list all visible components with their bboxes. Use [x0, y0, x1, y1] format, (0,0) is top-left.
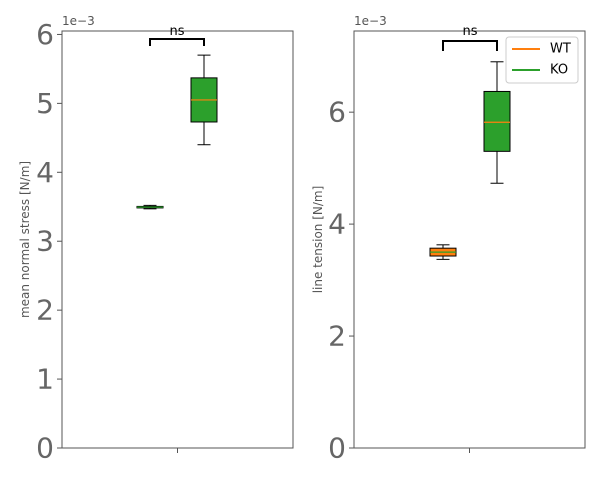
box-ko: [483, 61, 511, 184]
y-tick-label: 0: [328, 432, 346, 465]
y-axis-label: line tension [N/m]: [311, 186, 325, 294]
significance-label: ns: [462, 24, 477, 39]
y-tick-label: 3: [36, 225, 54, 258]
offset-exponent-label: 1e−3: [62, 14, 95, 28]
y-tick-label: 2: [36, 294, 54, 327]
axes-frame: [61, 30, 294, 449]
y-tick-label: 5: [36, 87, 54, 120]
legend-label-wt: WT: [550, 42, 571, 57]
chart-panel-1: 0 1 2 3 4 5 6 1e−3 mean normal stress [N/m] ns: [18, 14, 294, 465]
significance-label: ns: [169, 24, 184, 39]
offset-exponent-label: 1e−3: [354, 14, 387, 28]
y-tick-label: 1: [36, 363, 54, 396]
chart-panel-2: 0 2 4 6 1e−3 line tension [N/m] ns WT KO: [311, 14, 586, 465]
y-tick-label: 4: [36, 156, 54, 189]
y-tick-label: 2: [328, 320, 346, 353]
axes-frame: [353, 30, 586, 449]
significance-bracket: [149, 38, 205, 46]
box-ko: [190, 54, 218, 146]
y-tick-label: 0: [36, 432, 54, 465]
significance-bracket: [442, 40, 498, 51]
box-wt: [136, 204, 164, 210]
box-iqr: [483, 90, 511, 152]
box-wt: [429, 244, 457, 260]
y-axis-label: mean normal stress [N/m]: [18, 161, 32, 318]
y-tick-label: 6: [36, 18, 54, 51]
y-tick-label: 6: [328, 96, 346, 129]
y-tick-label: 4: [328, 208, 346, 241]
legend: WT KO: [505, 36, 579, 84]
legend-label-ko: KO: [550, 63, 568, 78]
